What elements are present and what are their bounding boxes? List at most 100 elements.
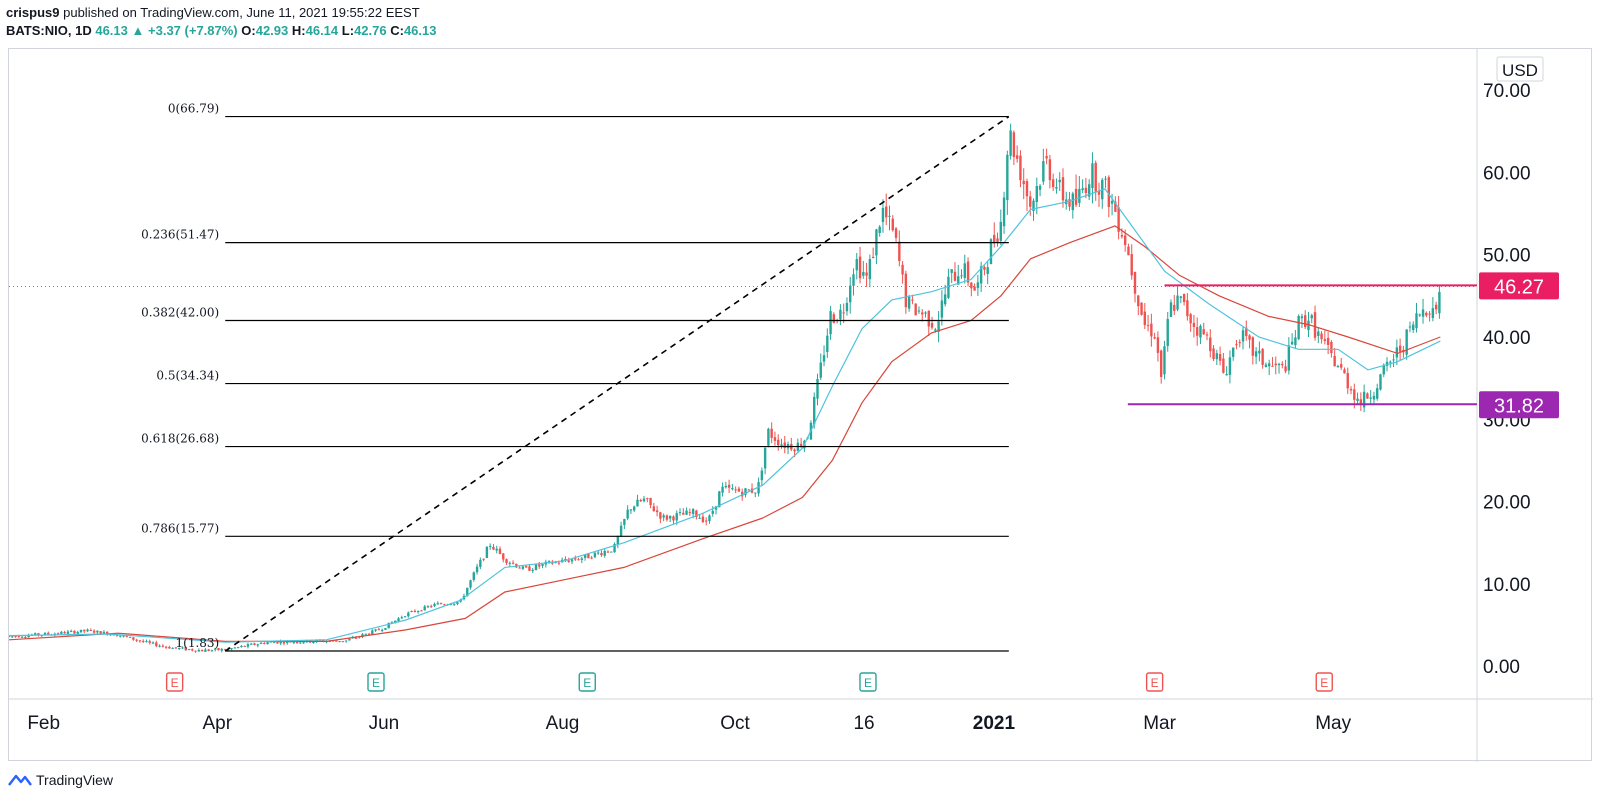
candle-body (1081, 188, 1084, 191)
y-tick-label: 20.00 (1483, 493, 1531, 514)
candle-body (456, 602, 459, 604)
candle-body (282, 641, 286, 644)
x-tick-label: May (1315, 713, 1351, 734)
footer-brand[interactable]: TradingView (8, 772, 113, 788)
candle-body (1231, 347, 1235, 357)
candle-body (279, 641, 282, 644)
earnings-marker-label: E (372, 676, 380, 690)
candle-body (1068, 199, 1071, 207)
candle-body (109, 634, 112, 636)
candle-body (1336, 365, 1340, 368)
candle-body (538, 564, 541, 567)
candle-body (488, 545, 492, 547)
candle-body (145, 641, 148, 643)
candle-body (937, 321, 940, 332)
candle-body (610, 551, 613, 553)
candle-body (1015, 155, 1019, 159)
candle-body (1104, 178, 1107, 180)
candle-body (390, 622, 394, 624)
candle-body (1051, 179, 1055, 188)
candle-body (266, 642, 269, 645)
candle-body (508, 562, 512, 564)
candle-body (1290, 341, 1294, 345)
candle-body (475, 566, 479, 573)
candle-body (253, 643, 256, 645)
candle-body (27, 635, 30, 638)
candle-body (92, 630, 96, 633)
candle-body (616, 536, 620, 545)
candle-body (822, 355, 826, 362)
candle-body (1123, 235, 1127, 245)
candle-body (394, 620, 397, 623)
candle-body (1202, 329, 1205, 335)
candle-body (632, 506, 636, 511)
candle-body (79, 629, 83, 633)
candle-body (705, 520, 708, 522)
candle-body (1097, 190, 1101, 195)
candle-body (518, 567, 521, 569)
candle-body (914, 303, 917, 316)
author-name[interactable]: crispus9 (6, 5, 60, 20)
symbol-label[interactable]: BATS:NIO, 1D (6, 23, 92, 38)
candle-body (665, 515, 669, 520)
candle-body (1261, 348, 1264, 365)
candle-body (691, 509, 695, 514)
candle-body (498, 548, 502, 554)
candle-body (1254, 351, 1258, 357)
candle-body (574, 558, 577, 560)
candle-body (1343, 369, 1346, 374)
candle-body (557, 562, 561, 564)
candle-body (286, 640, 289, 644)
candle-body (839, 309, 842, 320)
candle-body (1061, 177, 1065, 201)
candle-body (66, 631, 70, 634)
candle-body (763, 447, 767, 469)
chart-frame[interactable]: 0(66.79) 0.236(51.47) 0.382(42.00) 0.5(34.3… (8, 48, 1593, 762)
candle-body (344, 640, 348, 642)
candle-body (1071, 193, 1075, 211)
chart-header: crispus9 published on TradingView.com, J… (6, 4, 437, 40)
candle-body (1176, 295, 1179, 310)
candle-body (14, 636, 17, 638)
x-tick-label: Mar (1143, 713, 1176, 734)
candle-body (741, 491, 744, 497)
candle-body (384, 628, 387, 630)
candle-body (43, 632, 47, 636)
candle-body (708, 515, 711, 522)
candle-body (950, 269, 953, 273)
candle-body (986, 267, 989, 274)
candle-body (436, 603, 439, 605)
earnings-marker (859, 672, 877, 692)
candle-body (816, 378, 819, 399)
candle-body (832, 314, 836, 323)
candle-body (505, 559, 508, 563)
candle-body (115, 635, 119, 637)
y-tick-label: 0.00 (1483, 657, 1520, 678)
candle-body (531, 569, 534, 572)
candle-body (590, 557, 593, 559)
candle-body (102, 631, 106, 634)
symbol-info: BATS:NIO, 1D 46.13 ▲ +3.37 (+7.87%) O:42… (6, 22, 437, 40)
candle-body (1038, 185, 1042, 190)
candle-body (1058, 179, 1061, 183)
candle-body (973, 286, 976, 291)
candle-body (1421, 309, 1425, 317)
candle-body (380, 629, 384, 631)
candle-body (295, 641, 299, 643)
candle-body (397, 618, 400, 622)
candle-body (583, 554, 587, 558)
candle-body (83, 629, 86, 632)
candle-body (511, 562, 515, 564)
candle-body (1205, 334, 1209, 336)
candle-body (1284, 366, 1287, 372)
candle-body (1025, 181, 1029, 197)
candle-body (1078, 188, 1081, 203)
candle-body (492, 546, 495, 550)
low-value: 42.76 (354, 23, 387, 38)
candle-body (1143, 311, 1147, 326)
close-value: 46.13 (403, 23, 437, 38)
candle-body (927, 310, 930, 327)
candle-body (1042, 161, 1045, 182)
price-chart[interactable]: 0(66.79) 0.236(51.47) 0.382(42.00) 0.5(34.3… (9, 49, 1593, 762)
candle-body (947, 276, 950, 298)
